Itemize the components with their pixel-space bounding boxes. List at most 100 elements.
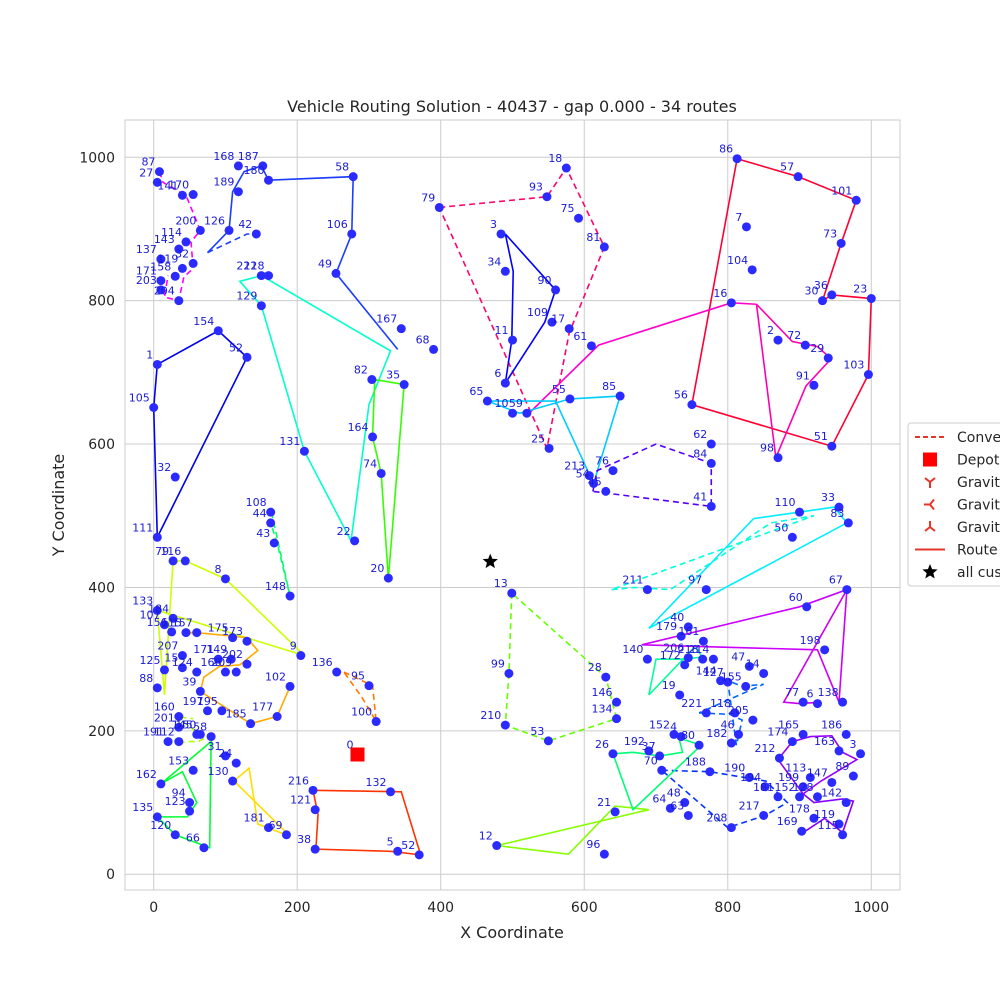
node-label: 40 [670,611,684,624]
node-label: 29 [810,342,824,355]
customer-node [809,813,819,823]
node-label: 131 [279,435,300,448]
y-tick-label: 0 [106,867,115,883]
node-label: 118 [710,697,731,710]
node-label: 86 [719,143,733,156]
node-label: 132 [366,776,387,789]
node-label: 9 [290,640,297,653]
customer-node [589,478,599,488]
customer-node [683,622,693,632]
node-label: 207 [157,640,178,653]
customer-node [726,738,736,748]
customer-node [246,719,256,729]
x-tick-label: 800 [714,900,741,916]
customer-node [414,850,424,860]
node-label: 28 [588,661,602,674]
node-label: 157 [172,617,193,630]
customer-node [368,432,378,442]
node-label: 134 [592,703,613,716]
route-line [152,329,248,538]
customer-node [561,163,571,173]
node-label: 171 [193,643,214,656]
customer-node [213,326,223,336]
customer-node [586,341,596,351]
customer-node [657,765,667,775]
customer-node [170,472,180,482]
legend-label: Gravit [957,475,1000,491]
customer-node [348,172,358,182]
node-label: 42 [238,218,252,231]
customer-node [180,556,190,566]
node-label: 18 [548,152,562,165]
customer-node [601,486,611,496]
legend-tri-arm [929,503,935,511]
customer-node [399,380,409,390]
customer-node [726,823,736,833]
customer-node [723,677,733,687]
node-label: 164 [348,421,369,434]
legend-label: all cus [957,565,1000,581]
customer-node [827,441,837,451]
node-label: 7 [735,211,742,224]
customer-node [642,654,652,664]
node-label: 81 [586,231,600,244]
customer-node [482,396,492,406]
node-label: 90 [538,274,552,287]
centroid-star [482,553,498,569]
customer-node [827,290,837,300]
route-line [207,233,257,254]
customer-node [383,573,393,583]
node-label: 162 [136,768,157,781]
node-label: 51 [814,430,828,443]
customer-node [842,585,852,595]
customer-node [174,296,184,306]
node-label: 155 [721,670,742,683]
node-label: 186 [821,718,842,731]
node-label: 79 [155,545,169,558]
customer-node [507,588,517,598]
customer-node [174,722,184,732]
customer-node [823,353,833,363]
customer-node [152,532,162,542]
node-label: 113 [785,761,806,774]
node-label: 140 [622,643,643,656]
customer-node [759,668,769,678]
customer-node [206,732,216,742]
node-label: 179 [656,620,677,633]
customer-node [347,229,357,239]
node-label: 37 [642,740,656,753]
customer-node [669,729,679,739]
customer-node [544,443,554,453]
customer-node [264,823,274,833]
node-label: 166 [200,656,221,669]
node-label: 93 [529,181,543,194]
customer-node [242,636,252,646]
customer-node [812,699,822,709]
route-line [343,671,377,722]
customer-node [177,190,187,200]
node-label: 214 [688,643,709,656]
node-label: 180 [244,164,265,177]
node-label: 175 [208,622,229,635]
node-label: 130 [208,765,229,778]
customer-node [542,192,552,202]
customer-node [367,375,377,385]
y-tick-label: 800 [88,294,115,310]
customer-node [177,263,187,273]
customer-node [154,167,164,177]
customer-node [269,538,279,548]
customer-node [564,324,574,334]
node-label: 178 [789,802,810,815]
customer-node [256,271,266,281]
node-label: 82 [354,364,368,377]
customer-node [599,242,609,252]
node-label: 136 [312,656,333,669]
node-label: 187 [238,150,259,163]
customer-node [226,654,236,664]
customer-node [220,667,230,677]
node-label: 121 [290,794,311,807]
customer-node [159,665,169,675]
node-label: 59 [509,397,523,410]
node-label: 163 [814,735,835,748]
customer-node [773,453,783,463]
